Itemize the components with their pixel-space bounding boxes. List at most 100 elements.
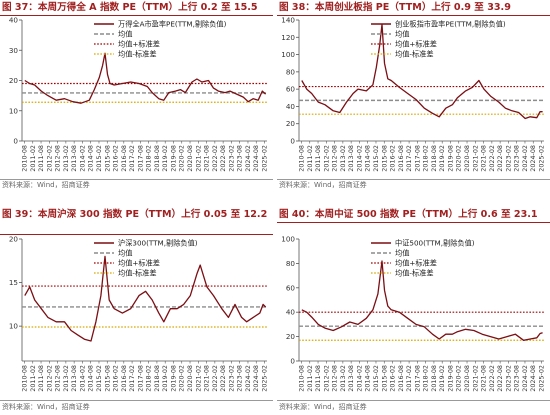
x-tick-label: 2020-02 xyxy=(455,365,463,392)
x-tick-label: 2023-02 xyxy=(504,365,512,392)
source-note: 资料来源：Wind，招商证券 xyxy=(279,181,367,189)
x-tick-label: 2021-08 xyxy=(480,365,488,392)
x-tick-label: 2013-02 xyxy=(339,365,347,392)
series-line xyxy=(24,52,267,104)
x-tick-label: 2018-02 xyxy=(422,365,430,392)
x-tick-label: 2018-02 xyxy=(145,365,153,392)
x-tick-label: 2021-08 xyxy=(203,365,211,392)
x-tick-label: 2013-02 xyxy=(62,145,70,172)
x-tick-label: 2014-08 xyxy=(87,365,95,392)
y-tick-label: 40 xyxy=(286,308,296,317)
x-tick-label: 2020-08 xyxy=(186,145,194,172)
x-tick-label: 2017-02 xyxy=(405,145,413,172)
x-tick-label: 2011-02 xyxy=(306,145,314,172)
x-tick-label: 2019-08 xyxy=(169,365,177,392)
legend-item-series-label: 万得全A市盈率PE(TTM,剔除负值) xyxy=(118,20,227,29)
x-tick-label: 2011-02 xyxy=(29,365,37,392)
y-tick-label: 15 xyxy=(9,278,18,287)
source-divider xyxy=(277,179,550,180)
x-tick-label: 2016-02 xyxy=(112,365,120,392)
x-tick-label: 2023-08 xyxy=(513,365,521,392)
x-tick-label: 2018-02 xyxy=(145,145,153,172)
x-tick-label: 2012-02 xyxy=(45,145,53,172)
title-divider xyxy=(277,15,550,16)
x-tick-label: 2023-02 xyxy=(504,145,512,172)
y-tick-label: 60 xyxy=(286,85,296,94)
title-divider xyxy=(0,15,273,16)
y-tick-label: 20 xyxy=(286,119,296,128)
y-tick-label: 20 xyxy=(9,76,19,85)
x-tick-label: 2013-08 xyxy=(347,145,355,172)
source-divider xyxy=(0,179,273,180)
x-tick-label: 2020-02 xyxy=(455,145,463,172)
y-tick-label: 10 xyxy=(9,322,19,331)
pe-line-chart: 0 20 40 60 80 100 2010-08 2011-02 2011-08 2012-02… xyxy=(281,235,545,392)
x-tick-label: 2011-08 xyxy=(37,145,45,172)
x-tick-label: 2022-02 xyxy=(211,145,219,172)
x-tick-label: 2024-02 xyxy=(521,365,529,392)
x-tick-label: 2020-08 xyxy=(463,365,471,392)
x-tick-label: 2020-02 xyxy=(178,145,186,172)
legend-item-mean-plus-std-label: 均值+标准差 xyxy=(118,259,160,268)
x-tick-label: 2022-08 xyxy=(219,365,227,392)
x-tick-label: 2015-02 xyxy=(372,365,380,392)
x-tick-label: 2022-02 xyxy=(211,365,219,392)
y-tick-label: 10 xyxy=(9,106,19,115)
x-tick-label: 2015-02 xyxy=(95,365,103,392)
legend-item-mean-minus-std-label: 均值-标准差 xyxy=(395,50,434,59)
chart-panel-wind-all-a-pe: 图 37：本周万得全 A 指数 PE（TTM）上行 0.2 至 15.5 0 10… xyxy=(0,0,273,207)
x-tick-label: 2018-08 xyxy=(153,365,161,392)
x-tick-label: 2015-08 xyxy=(380,365,388,392)
legend-item-mean-minus-std-label: 均值-标准差 xyxy=(118,269,157,278)
x-tick-label: 2012-02 xyxy=(45,365,53,392)
x-tick-label: 2012-08 xyxy=(331,145,339,172)
x-tick-label: 2023-08 xyxy=(236,145,244,172)
title-divider xyxy=(0,234,273,235)
x-tick-label: 2021-02 xyxy=(194,145,202,172)
source-divider xyxy=(0,400,273,401)
x-tick-label: 2011-08 xyxy=(314,365,322,392)
y-tick-label: 20 xyxy=(9,235,19,244)
chart-title: 图 40：本周中证 500 指数 PE（TTM）上行 0.6 至 23.1 xyxy=(279,209,538,220)
x-tick-label: 2017-08 xyxy=(136,145,144,172)
y-tick-label: 0 xyxy=(290,137,295,146)
series-line xyxy=(24,255,267,342)
x-tick-label: 2011-08 xyxy=(37,365,45,392)
x-tick-label: 2018-08 xyxy=(430,145,438,172)
x-tick-label: 2024-08 xyxy=(252,365,260,392)
series-line xyxy=(301,260,543,341)
y-tick-label: 0 xyxy=(13,137,18,146)
x-tick-label: 2012-08 xyxy=(331,365,339,392)
x-tick-label: 2014-02 xyxy=(355,145,363,172)
x-tick-label: 2022-08 xyxy=(496,145,504,172)
y-tick-label: 40 xyxy=(286,102,296,111)
x-tick-label: 2018-08 xyxy=(153,145,161,172)
x-tick-label: 2017-08 xyxy=(413,145,421,172)
x-tick-label: 2020-08 xyxy=(463,145,471,172)
x-tick-label: 2025-02 xyxy=(261,365,269,392)
x-tick-label: 2016-02 xyxy=(389,145,397,172)
x-tick-label: 2019-02 xyxy=(438,365,446,392)
y-tick-label: 20 xyxy=(286,332,296,341)
legend-item-mean-plus-std-label: 均值+标准差 xyxy=(395,40,437,49)
x-tick-label: 2024-02 xyxy=(521,145,529,172)
series-line xyxy=(301,23,543,120)
x-tick-label: 2025-02 xyxy=(261,145,269,172)
legend-item-mean-label: 均值 xyxy=(118,30,132,39)
x-tick-label: 2016-08 xyxy=(120,365,128,392)
x-tick-label: 2022-08 xyxy=(219,145,227,172)
x-tick-label: 2016-08 xyxy=(120,145,128,172)
x-tick-label: 2018-02 xyxy=(422,145,430,172)
x-tick-label: 2013-08 xyxy=(70,365,78,392)
x-tick-label: 2024-08 xyxy=(252,145,260,172)
x-tick-label: 2013-02 xyxy=(339,145,347,172)
x-tick-label: 2010-08 xyxy=(297,365,305,392)
x-tick-label: 2013-02 xyxy=(62,365,70,392)
x-tick-label: 2012-08 xyxy=(54,365,62,392)
x-tick-label: 2024-02 xyxy=(244,365,252,392)
x-tick-label: 2015-08 xyxy=(103,145,111,172)
x-tick-label: 2019-08 xyxy=(446,145,454,172)
